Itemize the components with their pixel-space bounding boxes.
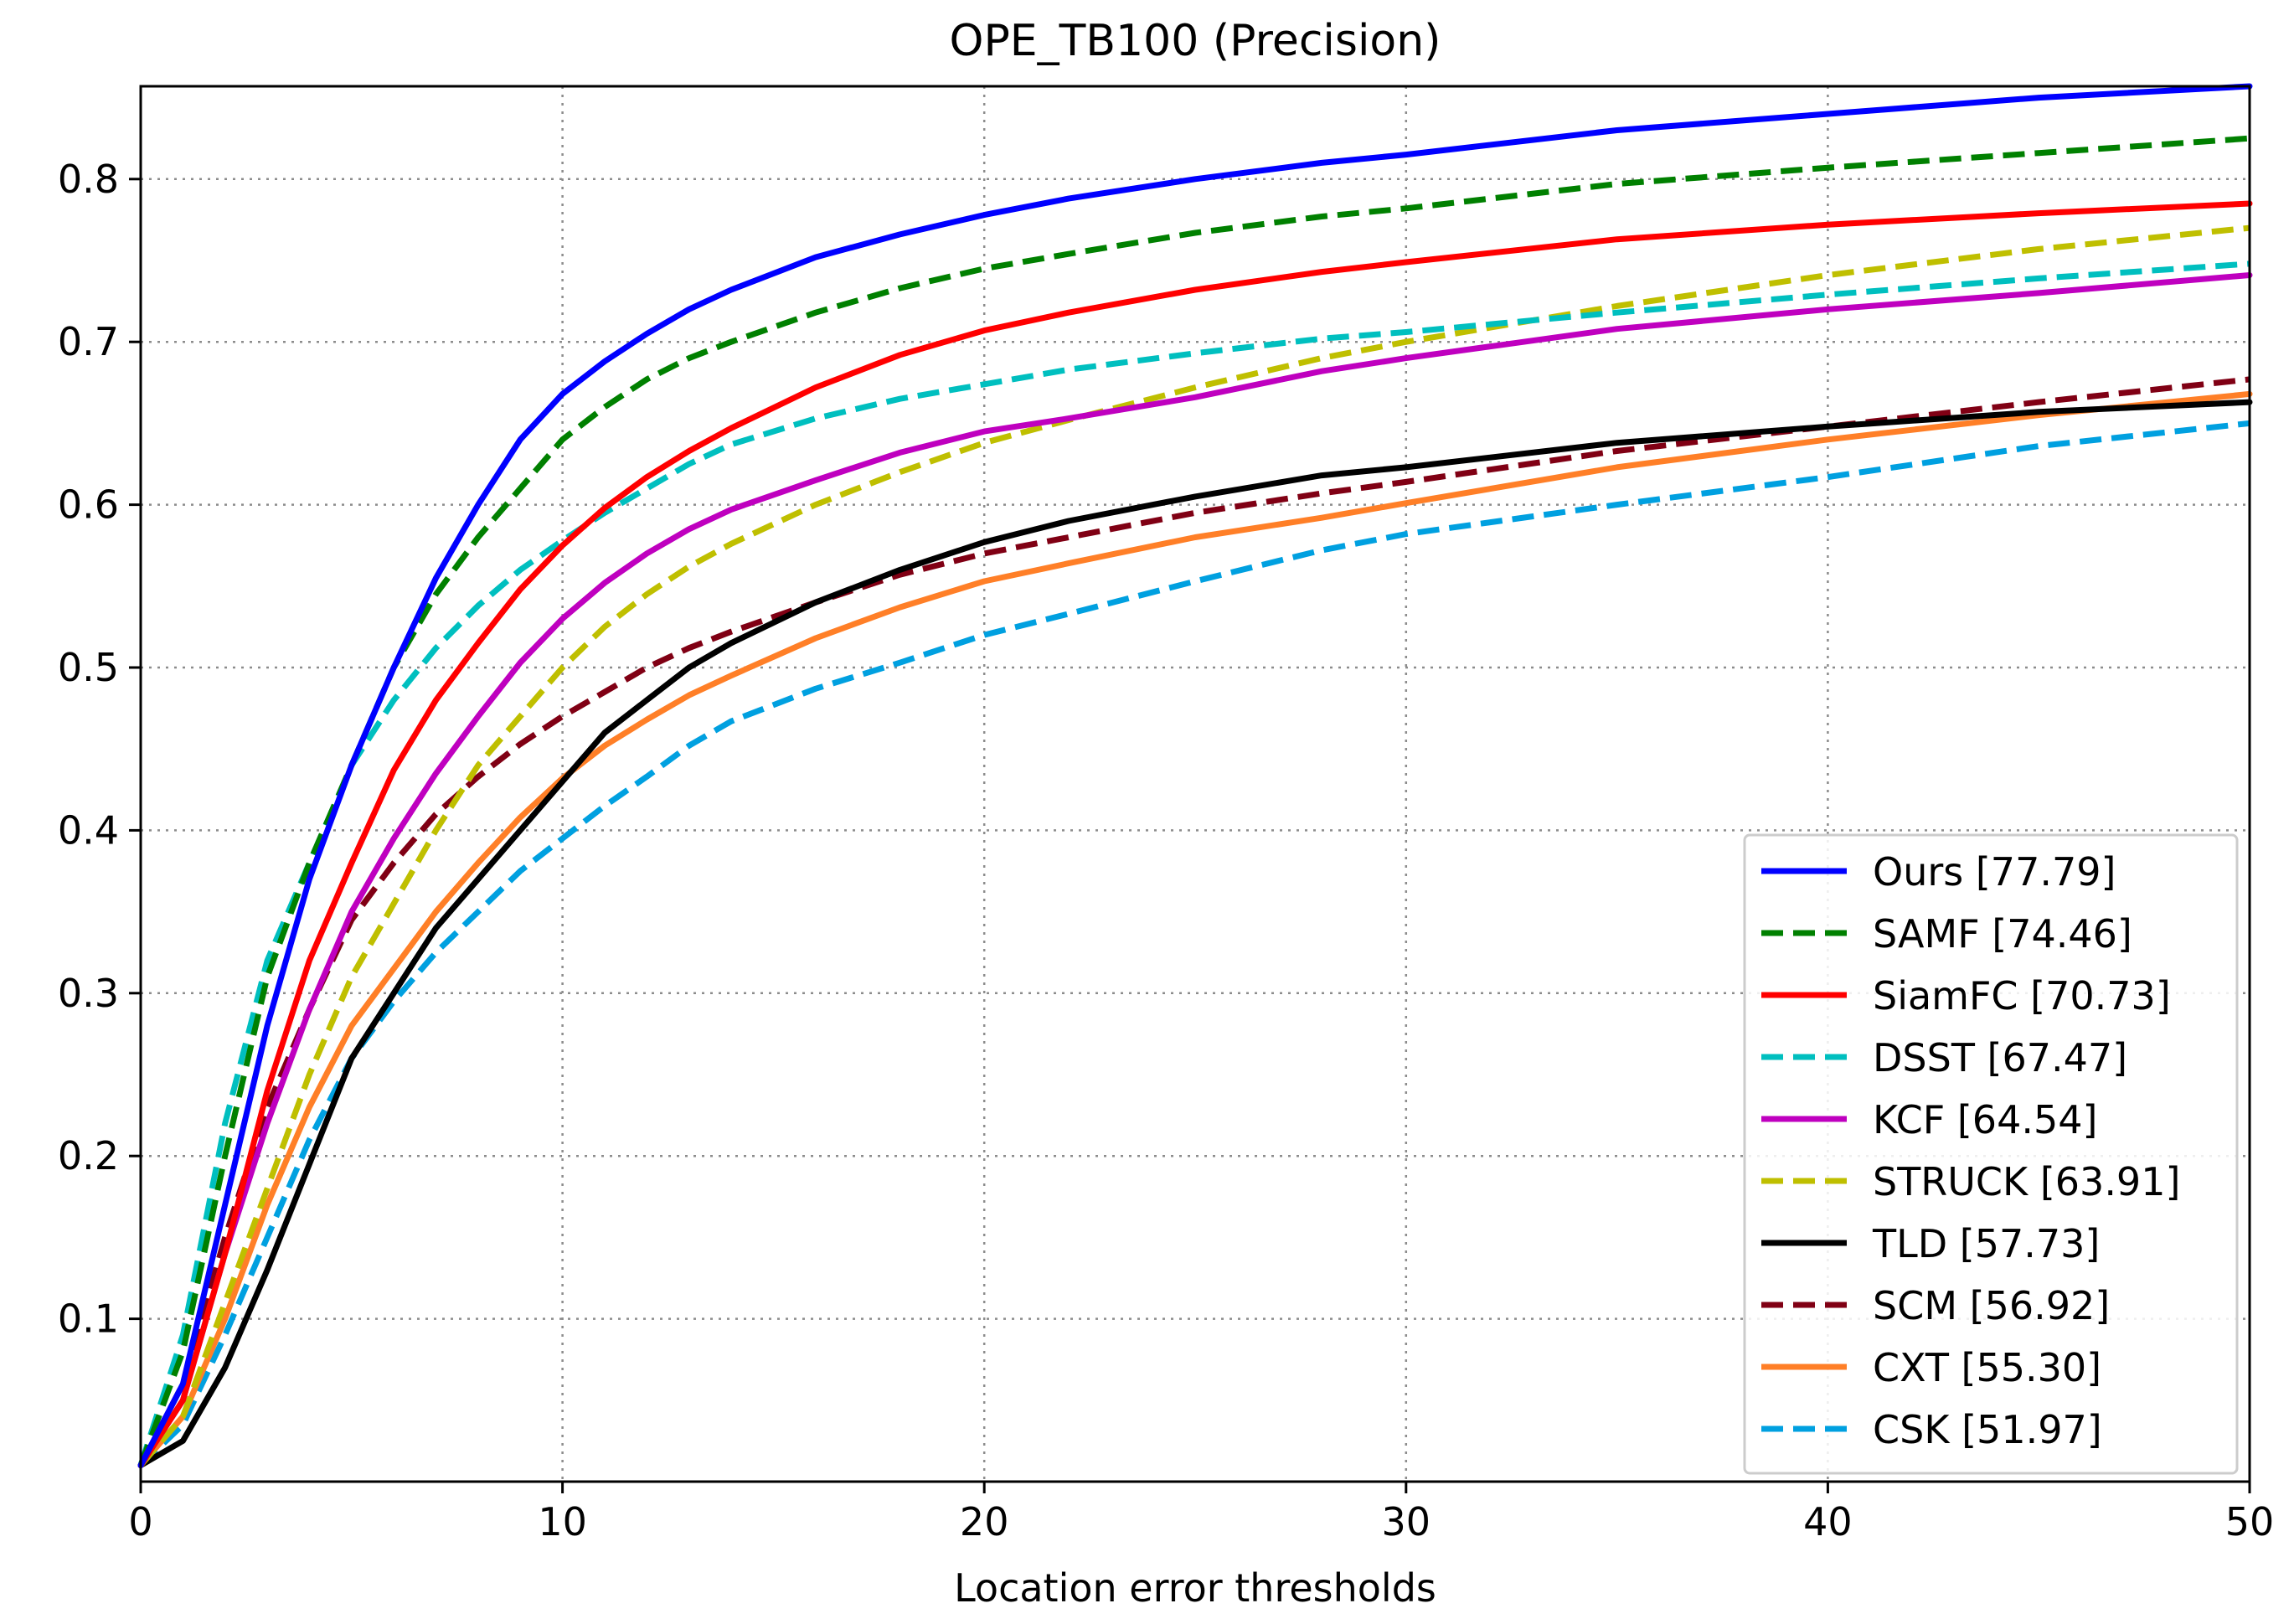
series-line-struck bbox=[138, 224, 2250, 1467]
legend-item-csk: CSK [51.97] bbox=[1761, 1407, 2102, 1452]
y-tick-label: 0.2 bbox=[58, 1133, 119, 1178]
y-tick-label: 0.6 bbox=[58, 482, 119, 528]
y-tick-label: 0.3 bbox=[58, 971, 119, 1016]
series-line-tld bbox=[137, 399, 2253, 1469]
series-line-ours bbox=[137, 83, 2253, 1469]
y-tick-label: 0.1 bbox=[58, 1297, 119, 1342]
tick-layer: 0 10 20 30 40 50 0.1 0.2 0.3 0.4 0.5 0.6 0.7 0.8 bbox=[58, 157, 2274, 1544]
series-line-siamfc bbox=[137, 200, 2253, 1469]
series-layer bbox=[137, 83, 2253, 1469]
legend-label: CXT [55.30] bbox=[1873, 1345, 2101, 1390]
legend-item-tld: TLD [57.73] bbox=[1761, 1221, 2100, 1266]
legend-item-kcf: KCF [64.54] bbox=[1761, 1097, 2097, 1142]
legend-item-siamfc: SiamFC [70.73] bbox=[1761, 973, 2171, 1018]
legend: Ours [77.79] SAMF [74.46] SiamFC [70.73] DS… bbox=[1743, 833, 2239, 1475]
plot-frame bbox=[139, 85, 2251, 1483]
x-tick-label: 20 bbox=[960, 1499, 1009, 1544]
series-line-scm bbox=[137, 376, 2250, 1467]
x-tick-label: 30 bbox=[1382, 1499, 1431, 1544]
legend-label: SCM [56.92] bbox=[1873, 1283, 2110, 1328]
legend-item-scm: SCM [56.92] bbox=[1761, 1283, 2110, 1328]
legend-item-struck: STRUCK [63.91] bbox=[1761, 1159, 2180, 1204]
legend-box bbox=[1743, 833, 2239, 1475]
x-tick-label: 10 bbox=[538, 1499, 587, 1544]
series-line-kcf bbox=[137, 272, 2253, 1469]
legend-label: SAMF [74.46] bbox=[1873, 911, 2132, 956]
y-tick-label: 0.4 bbox=[58, 807, 119, 853]
y-tick-label: 0.8 bbox=[58, 157, 119, 202]
y-tick-label: 0.5 bbox=[58, 645, 119, 690]
legend-label: STRUCK [63.91] bbox=[1873, 1159, 2180, 1204]
series-line-samf bbox=[137, 135, 2250, 1467]
legend-label: KCF [64.54] bbox=[1873, 1097, 2097, 1142]
y-tick-label: 0.7 bbox=[58, 319, 119, 364]
series-line-cxt bbox=[137, 390, 2253, 1469]
legend-label: Ours [77.79] bbox=[1873, 849, 2116, 894]
x-tick-label: 40 bbox=[1803, 1499, 1853, 1544]
x-axis-label: Location error thresholds bbox=[954, 1565, 1436, 1611]
chart-title: OPE_TB100 (Precision) bbox=[950, 16, 1441, 66]
legend-label: CSK [51.97] bbox=[1873, 1407, 2102, 1452]
legend-item-ours: Ours [77.79] bbox=[1761, 849, 2116, 894]
legend-label: TLD [57.73] bbox=[1872, 1221, 2100, 1266]
legend-item-dsst: DSST [67.47] bbox=[1761, 1035, 2127, 1080]
x-tick-label: 0 bbox=[128, 1499, 152, 1544]
legend-label: DSST [67.47] bbox=[1873, 1035, 2127, 1080]
legend-item-cxt: CXT [55.30] bbox=[1761, 1345, 2101, 1390]
legend-label: SiamFC [70.73] bbox=[1873, 973, 2171, 1018]
legend-item-samf: SAMF [74.46] bbox=[1761, 911, 2132, 956]
series-line-csk bbox=[138, 420, 2250, 1468]
x-tick-label: 50 bbox=[2225, 1499, 2275, 1544]
